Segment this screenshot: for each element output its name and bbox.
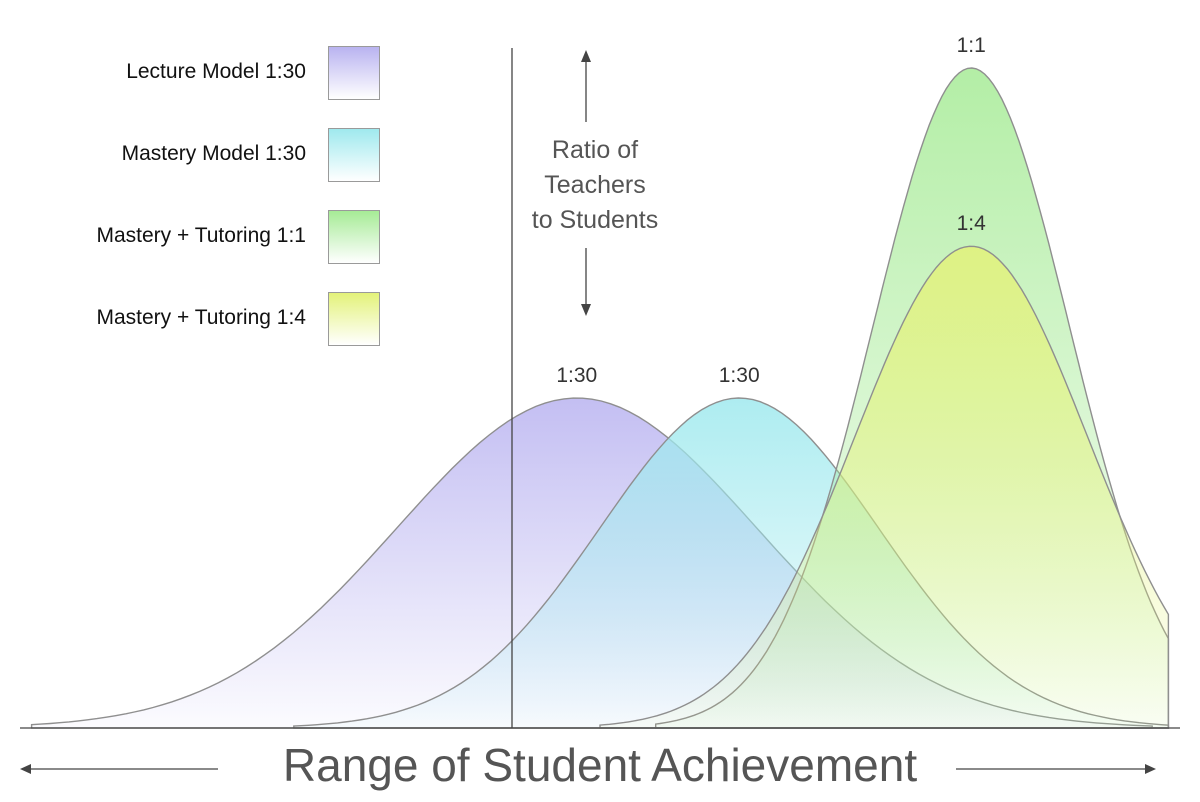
legend-label-mastery-model-1-30: Mastery Model 1:30: [121, 142, 306, 165]
peak-label-mastery-tutoring-1-1: 1:1: [956, 34, 986, 57]
x-axis-label: Range of Student Achievement: [282, 739, 918, 791]
axis-right-arrow: [956, 764, 1156, 774]
ratio-down-arrow: [581, 248, 591, 316]
peak-label-mastery-model-1-30: 1:30: [718, 364, 760, 387]
legend-label-mastery-tutoring-1-1: Mastery + Tutoring 1:1: [96, 224, 306, 247]
peak-label-lecture-model-1-30: 1:30: [556, 364, 598, 387]
ratio-annotation-line-1: Ratio of: [551, 136, 639, 164]
legend-label-lecture-model-1-30: Lecture Model 1:30: [126, 60, 306, 83]
distribution-curves: [30, 67, 1170, 729]
curve-mastery-tutoring-1-4: [599, 245, 1170, 729]
legend-label-mastery-tutoring-1-4: Mastery + Tutoring 1:4: [96, 306, 306, 329]
ratio-up-arrow: [581, 50, 591, 122]
legend-swatch-mastery-tutoring-1-1: [328, 210, 380, 264]
legend-swatch-lecture-model-1-30: [328, 46, 380, 100]
axis-left-arrow: [20, 764, 218, 774]
ratio-annotation-line-2: Teachers: [544, 171, 646, 199]
peak-label-mastery-tutoring-1-4: 1:4: [956, 212, 986, 236]
ratio-annotation-line-3: to Students: [531, 206, 659, 234]
legend-swatch-mastery-tutoring-1-4: [328, 292, 380, 346]
legend-swatch-mastery-model-1-30: [328, 128, 380, 182]
